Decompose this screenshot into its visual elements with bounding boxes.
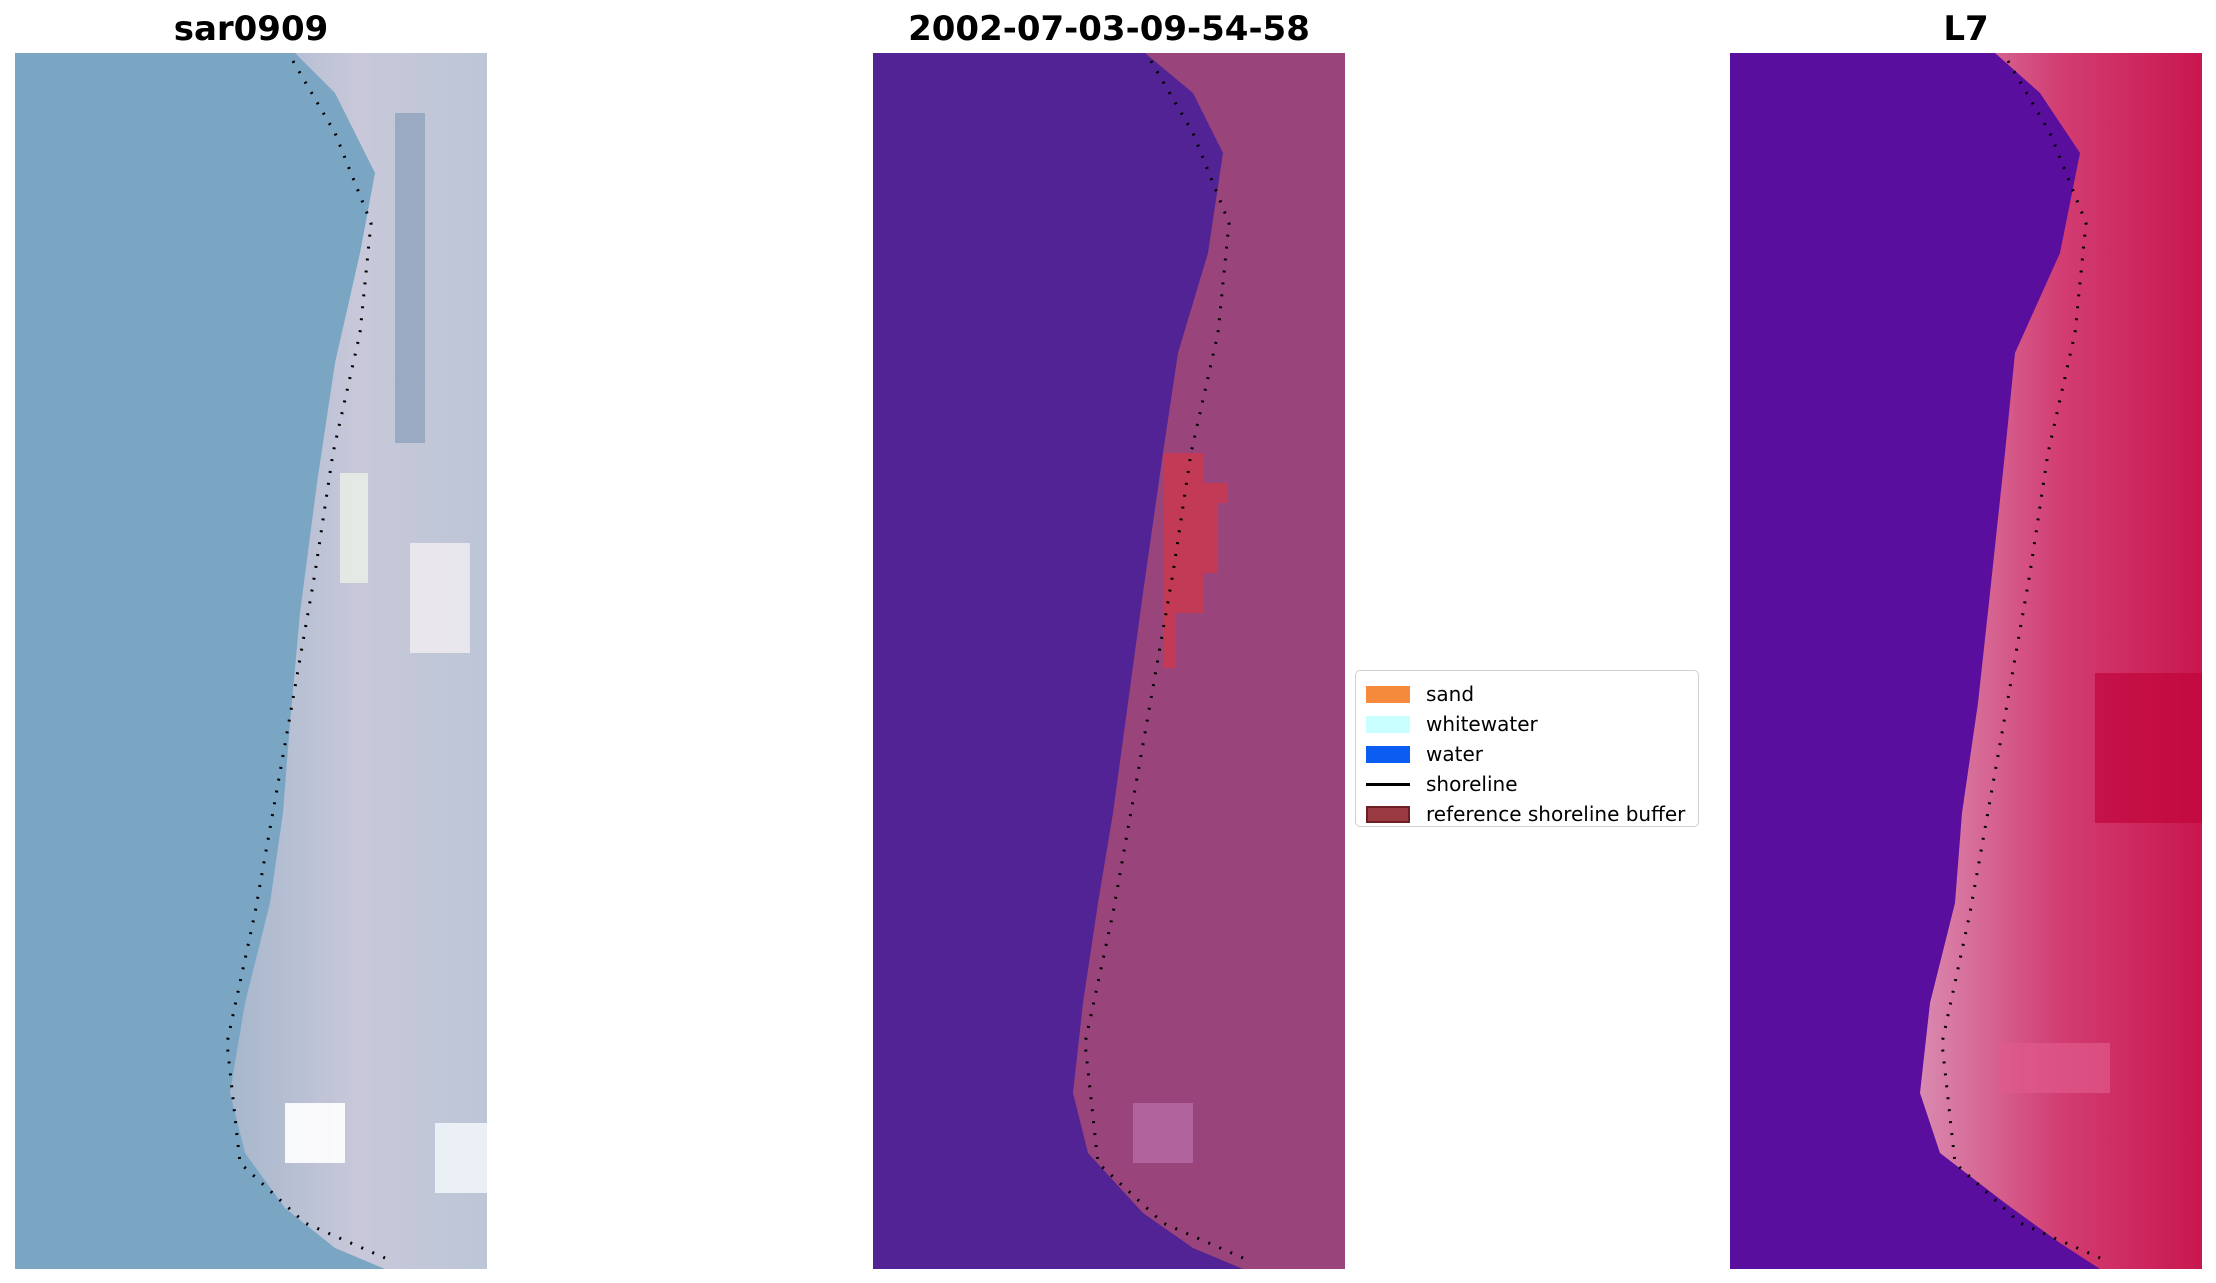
buffer-hit-area bbox=[1163, 453, 1228, 668]
legend-item-shoreline: shoreline bbox=[1366, 769, 1688, 799]
legend-swatch-reference-buffer bbox=[1366, 805, 1410, 823]
legend-label: reference shoreline buffer bbox=[1426, 802, 1686, 826]
classified-land-area bbox=[1073, 53, 1345, 1269]
legend-label: whitewater bbox=[1426, 712, 1538, 736]
rgb-whitewater-patch bbox=[435, 1123, 487, 1193]
legend-swatch-sand bbox=[1366, 685, 1410, 703]
legend-label: sand bbox=[1426, 682, 1475, 706]
legend-item-reference-buffer: reference shoreline buffer bbox=[1366, 799, 1688, 829]
legend-item-water: water bbox=[1366, 739, 1688, 769]
index-image bbox=[1730, 53, 2202, 1269]
classified-bright-patch bbox=[1133, 1103, 1193, 1163]
legend-swatch-whitewater bbox=[1366, 715, 1410, 733]
rgb-whitewater-patch bbox=[285, 1103, 345, 1163]
legend: sand whitewater water shoreline referenc… bbox=[1355, 670, 1699, 827]
classified-image-panel bbox=[873, 53, 1345, 1269]
rgb-bright-patch bbox=[410, 543, 470, 653]
legend-item-whitewater: whitewater bbox=[1366, 709, 1688, 739]
left-panel-title: sar0909 bbox=[173, 9, 329, 49]
legend-item-sand: sand bbox=[1366, 679, 1688, 709]
rgb-image-panel bbox=[15, 53, 487, 1269]
middle-panel-title: 2002-07-03-09-54-58 bbox=[908, 9, 1310, 49]
rgb-dark-strip bbox=[395, 113, 425, 443]
legend-label: shoreline bbox=[1426, 772, 1518, 796]
index-land-area bbox=[1920, 53, 2202, 1269]
index-mid-patch bbox=[2000, 1043, 2110, 1093]
classified-image bbox=[873, 53, 1345, 1269]
rgb-bright-patch bbox=[340, 473, 368, 583]
right-panel-title: L7 bbox=[1943, 9, 1989, 49]
legend-label: water bbox=[1426, 742, 1483, 766]
index-image-panel bbox=[1730, 53, 2202, 1269]
rgb-image bbox=[15, 53, 487, 1269]
index-high-patch bbox=[2095, 673, 2202, 823]
legend-swatch-water bbox=[1366, 745, 1410, 763]
legend-line-shoreline bbox=[1366, 776, 1410, 793]
